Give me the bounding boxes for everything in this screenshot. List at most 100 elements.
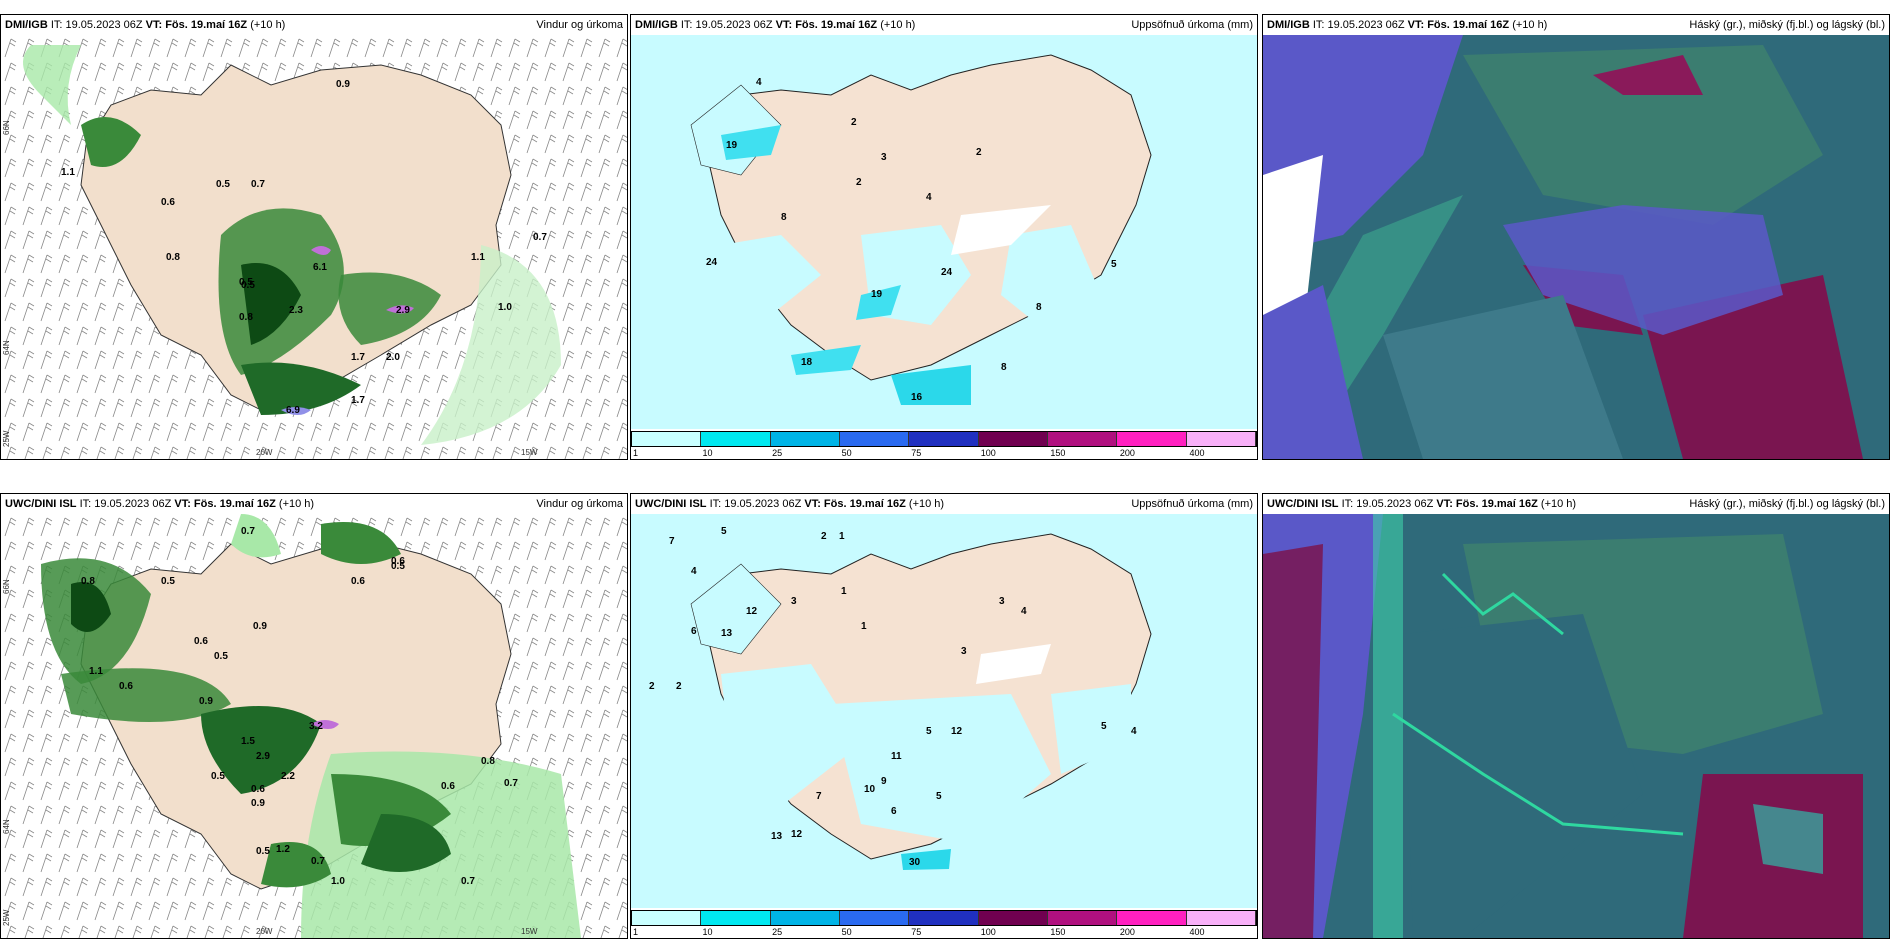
precip-label: 1: [841, 586, 847, 597]
panel-uwc-accum-precip: UWC/DINI ISL IT: 19.05.2023 06Z VT: Fös.…: [630, 493, 1258, 939]
colorbar-tick: 400: [1189, 448, 1205, 458]
colorbar-tick: 10: [702, 448, 713, 458]
panel-dmi-clouds: DMI/IGB IT: 19.05.2023 06Z VT: Fös. 19.m…: [1262, 14, 1890, 460]
wind-label: 0.7: [241, 526, 255, 537]
wind-label: 1.5: [241, 736, 255, 747]
panel-header: UWC/DINI ISL IT: 19.05.2023 06Z VT: Fös.…: [1263, 494, 1889, 514]
panel-title: Uppsöfnuð úrkoma (mm): [1131, 19, 1253, 31]
panel-header: DMI/IGB IT: 19.05.2023 06Z VT: Fös. 19.m…: [631, 15, 1257, 35]
colorbar-tick: 100: [980, 927, 996, 937]
colorbar-swatch: [909, 432, 979, 446]
wind-label: 2.0: [386, 352, 400, 363]
colorbar-swatch: [978, 911, 1048, 925]
colorbar-swatch: [909, 911, 979, 925]
wind-label: 1.0: [498, 302, 512, 313]
wind-label: 0.5: [241, 280, 255, 291]
wind-label: 0.9: [199, 696, 213, 707]
precip-label: 5: [926, 726, 932, 737]
wind-label: 0.5: [256, 846, 270, 857]
panel-title: Uppsöfnuð úrkoma (mm): [1131, 498, 1253, 510]
wind-label: 0.9: [251, 798, 265, 809]
precip-label: 12: [951, 726, 963, 737]
wind-label: 1.7: [351, 352, 365, 363]
model-source: DMI/IGB: [1267, 19, 1310, 31]
map-accum-precip: 7 5 2 1 4 12 13 6 2 2 3 1 1 3 4 12 11 9 …: [631, 514, 1257, 908]
map-clouds: [1263, 35, 1889, 459]
panel-title: Vindur og úrkoma: [536, 19, 623, 31]
precip-label: 12: [746, 606, 758, 617]
lat-label: 64N: [2, 340, 11, 355]
precip-label: 4: [691, 566, 697, 577]
precip-label: 24: [706, 257, 718, 268]
lat-label: 66N: [2, 579, 11, 594]
wind-label: 0.5: [161, 576, 175, 587]
colorbar-swatch: [1186, 911, 1256, 925]
lead-time: (+10 h): [1512, 19, 1548, 31]
valid-time: VT: Fös. 19.maí 16Z: [145, 19, 248, 31]
model-source: UWC/DINI ISL: [1267, 498, 1339, 510]
init-time: IT: 19.05.2023 06Z: [1312, 19, 1405, 31]
wind-label: 0.6: [391, 556, 405, 567]
colorbar-tick: 200: [1119, 448, 1135, 458]
wind-label: 0.5: [239, 277, 253, 288]
lead-time: (+10 h): [908, 498, 945, 510]
wind-label: 0.6: [251, 784, 265, 795]
wind-label: 0.5: [216, 179, 230, 190]
colorbar-tick: 75: [911, 927, 922, 937]
precip-label: 8: [1001, 362, 1007, 373]
precip-label: 5: [721, 526, 727, 537]
wind-label: 6.1: [313, 262, 327, 273]
colorbar-tick: 200: [1119, 927, 1135, 937]
model-source: DMI/IGB: [5, 19, 48, 31]
colorbar-tick: 10: [702, 927, 713, 937]
valid-time: VT: Fös. 19.maí 16Z: [804, 498, 906, 510]
wind-label: 1.7: [351, 395, 365, 406]
lon-label: 25W: [2, 430, 11, 447]
wind-label: 0.6: [351, 576, 365, 587]
colorbar-tick: 50: [841, 927, 852, 937]
map-wind-precip: 0.7 0.8 0.5 0.6 0.6 0.9 0.6 0.5 0.5 1.1 …: [1, 514, 627, 938]
colorbar-swatch: [632, 432, 702, 446]
panel-uwc-clouds: UWC/DINI ISL IT: 19.05.2023 06Z VT: Fös.…: [1262, 493, 1890, 939]
precip-label: 3: [881, 152, 887, 163]
panel-header: DMI/IGB IT: 19.05.2023 06Z VT: Fös. 19.m…: [1, 15, 627, 35]
panel-uwc-wind: UWC/DINI ISL IT: 19.05.2023 06Z VT: Fös.…: [0, 493, 628, 939]
model-source: DMI/IGB: [635, 19, 678, 31]
colorbar-swatch: [632, 911, 702, 925]
colorbar-swatch: [839, 432, 910, 446]
colorbar-tick: 25: [772, 927, 783, 937]
precip-label: 1: [839, 531, 845, 542]
wind-label: 1.1: [61, 167, 75, 178]
precip-label: 2: [851, 117, 857, 128]
colorbar-swatch: [701, 911, 771, 925]
wind-label: 0.9: [253, 621, 267, 632]
precip-label: 2: [676, 681, 682, 692]
colorbar-swatch: [1047, 911, 1118, 925]
precip-label: 19: [726, 140, 738, 151]
lon-label: 15W: [521, 448, 538, 457]
valid-time: VT: Fös. 19.maí 16Z: [1436, 498, 1538, 510]
precip-label: 13: [771, 831, 783, 842]
model-source: UWC/DINI ISL: [5, 498, 77, 510]
precip-label: 4: [756, 77, 762, 88]
wind-label: 2.2: [281, 771, 295, 782]
precip-label: 9: [881, 776, 887, 787]
init-time: IT: 19.05.2023 06Z: [79, 498, 172, 510]
lead-time: (+10 h): [880, 19, 916, 31]
precip-label: 24: [941, 267, 953, 278]
lat-label: 64N: [2, 819, 11, 834]
panel-header: UWC/DINI ISL IT: 19.05.2023 06Z VT: Fös.…: [1, 494, 627, 514]
colorbar-boxes: [631, 910, 1257, 926]
colorbar-tick: 150: [1050, 927, 1066, 937]
panel-dmi-accum-precip: DMI/IGB IT: 19.05.2023 06Z VT: Fös. 19.m…: [630, 14, 1258, 460]
precip-label: 2: [649, 681, 655, 692]
precip-label: 30: [909, 857, 921, 868]
lead-time: (+10 h): [1540, 498, 1577, 510]
colorbar-swatch: [701, 432, 771, 446]
precip-label: 7: [669, 536, 675, 547]
colorbar-tick: 1: [633, 448, 639, 458]
precip-label: 13: [721, 628, 733, 639]
valid-time: VT: Fös. 19.maí 16Z: [775, 19, 878, 31]
precip-label: 4: [926, 192, 932, 203]
wind-label: 0.8: [481, 756, 495, 767]
